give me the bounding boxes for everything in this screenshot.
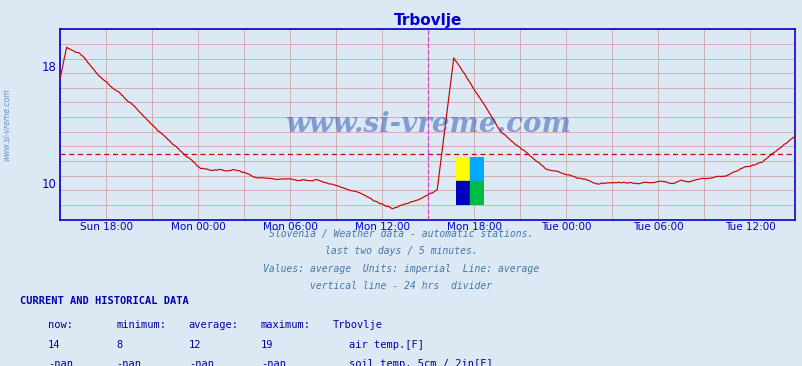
Text: air temp.[F]: air temp.[F] bbox=[349, 340, 423, 350]
Text: 14: 14 bbox=[48, 340, 61, 350]
Title: Trbovlje: Trbovlje bbox=[393, 13, 461, 28]
Text: 12: 12 bbox=[188, 340, 201, 350]
Text: last two days / 5 minutes.: last two days / 5 minutes. bbox=[325, 246, 477, 256]
Text: now:: now: bbox=[48, 320, 73, 330]
Text: minimum:: minimum: bbox=[116, 320, 166, 330]
Bar bbox=[456, 157, 469, 181]
Text: www.si-vreme.com: www.si-vreme.com bbox=[2, 88, 11, 161]
Text: Slovenia / Weather data - automatic stations.: Slovenia / Weather data - automatic stat… bbox=[269, 229, 533, 239]
Text: -nan: -nan bbox=[261, 359, 286, 366]
Text: Trbovlje: Trbovlje bbox=[333, 320, 383, 330]
Bar bbox=[469, 157, 483, 181]
Bar bbox=[469, 181, 483, 205]
Text: -nan: -nan bbox=[188, 359, 213, 366]
Text: 19: 19 bbox=[261, 340, 273, 350]
Text: soil temp. 5cm / 2in[F]: soil temp. 5cm / 2in[F] bbox=[349, 359, 492, 366]
Text: -nan: -nan bbox=[116, 359, 141, 366]
Text: Values: average  Units: imperial  Line: average: Values: average Units: imperial Line: av… bbox=[263, 264, 539, 274]
Bar bbox=[456, 181, 469, 205]
Text: CURRENT AND HISTORICAL DATA: CURRENT AND HISTORICAL DATA bbox=[20, 296, 188, 306]
Text: maximum:: maximum: bbox=[261, 320, 310, 330]
Text: vertical line - 24 hrs  divider: vertical line - 24 hrs divider bbox=[310, 281, 492, 291]
Text: www.si-vreme.com: www.si-vreme.com bbox=[284, 111, 570, 138]
Text: -nan: -nan bbox=[48, 359, 73, 366]
Text: 8: 8 bbox=[116, 340, 123, 350]
Text: average:: average: bbox=[188, 320, 238, 330]
